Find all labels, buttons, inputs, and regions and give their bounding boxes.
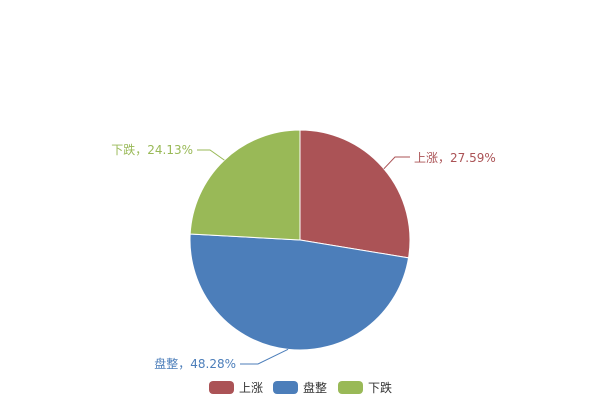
label-line: [240, 348, 289, 365]
label-line: [197, 149, 225, 161]
legend-label: 下跌: [368, 380, 392, 395]
legend-item[interactable]: 盘整: [273, 380, 327, 395]
pie-slice-2[interactable]: [189, 233, 410, 351]
legend-swatch: [209, 381, 234, 394]
slice-label: 盘整，48.28%: [154, 356, 236, 371]
legend: 上涨 盘整 下跌: [209, 380, 392, 395]
legend-item[interactable]: 下跌: [338, 380, 392, 395]
slice-label: 上涨，27.59%: [414, 150, 496, 165]
label-line: [383, 156, 410, 170]
legend-item[interactable]: 上涨: [209, 380, 263, 395]
pie-slice-3[interactable]: [189, 129, 301, 241]
pie-slice-1[interactable]: [299, 129, 411, 259]
legend-label: 上涨: [239, 380, 263, 395]
legend-swatch: [338, 381, 363, 394]
legend-swatch: [273, 381, 298, 394]
legend-label: 盘整: [303, 380, 327, 395]
slice-label: 下跌，24.13%: [111, 142, 193, 157]
